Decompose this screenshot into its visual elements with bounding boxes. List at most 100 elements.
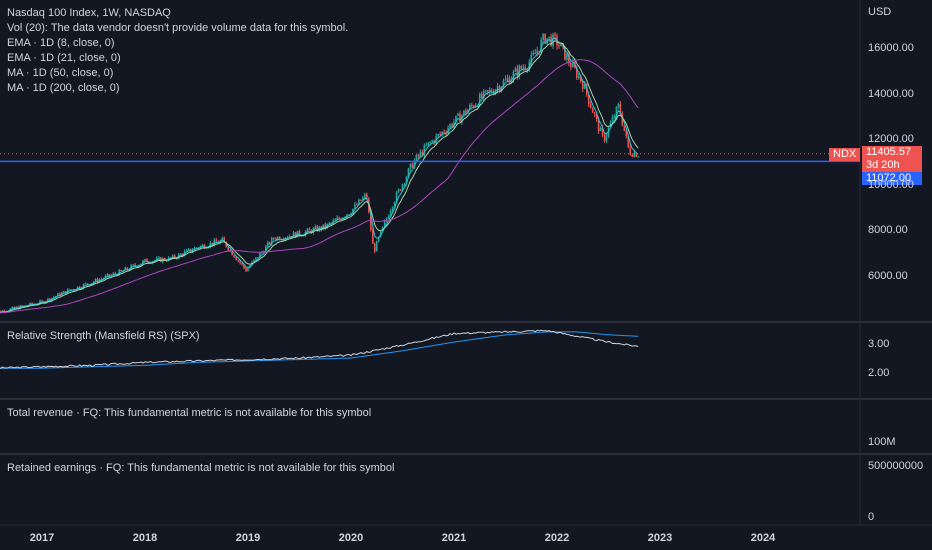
candle-body bbox=[635, 152, 638, 157]
candle-body bbox=[431, 140, 434, 143]
candle-body bbox=[589, 103, 592, 108]
ema21-line bbox=[0, 40, 639, 314]
candle-body bbox=[473, 105, 475, 108]
candle-body bbox=[506, 77, 509, 80]
currency-label: USD bbox=[868, 6, 892, 18]
candle-body bbox=[554, 34, 556, 37]
candle-body bbox=[613, 116, 616, 118]
candle-body bbox=[413, 160, 416, 168]
candle-body bbox=[512, 71, 515, 80]
candle-body bbox=[330, 222, 332, 224]
candle-body bbox=[316, 226, 319, 232]
candle-body bbox=[379, 231, 382, 238]
candle-body bbox=[599, 127, 602, 132]
candle-body bbox=[112, 273, 115, 275]
candle-body bbox=[534, 53, 537, 55]
candle-body bbox=[526, 69, 529, 71]
candle-body bbox=[522, 67, 525, 69]
candle-body bbox=[142, 260, 144, 264]
candle-body bbox=[564, 46, 566, 60]
candle-body bbox=[215, 239, 218, 242]
indicator-ema8[interactable]: EMA · 1D (8, close, 0) bbox=[7, 37, 115, 49]
year-tick-label: 2017 bbox=[29, 532, 55, 544]
candle-body bbox=[504, 79, 507, 81]
candle-body bbox=[401, 184, 404, 191]
indicator-ema21[interactable]: EMA · 1D (21, close, 0) bbox=[7, 52, 121, 64]
candle-body bbox=[389, 210, 392, 217]
candle-body bbox=[486, 90, 489, 92]
candle-body bbox=[55, 296, 57, 298]
candle-body bbox=[21, 305, 23, 307]
candle-body bbox=[96, 278, 99, 282]
candle-body bbox=[336, 217, 338, 220]
candle-body bbox=[435, 135, 437, 143]
candle-body bbox=[243, 264, 245, 268]
candle-body bbox=[465, 110, 467, 114]
indicator-ma200[interactable]: MA · 1D (200, close, 0) bbox=[7, 82, 120, 94]
candle-body bbox=[272, 238, 275, 240]
candle-body bbox=[627, 136, 630, 148]
candle-body bbox=[181, 253, 184, 256]
candle-body bbox=[108, 274, 111, 277]
candle-body bbox=[480, 94, 483, 99]
candle-body bbox=[530, 55, 533, 63]
chart-legend: Nasdaq 100 Index, 1W, NASDAQ Vol (20): T… bbox=[7, 6, 348, 96]
candle-body bbox=[57, 293, 59, 297]
rs-line bbox=[0, 329, 639, 369]
candle-body bbox=[558, 45, 560, 47]
candle-body bbox=[358, 199, 360, 205]
candle-body bbox=[625, 130, 628, 137]
candle-body bbox=[124, 267, 126, 271]
indicator-vol[interactable]: Vol (20): The data vendor doesn't provid… bbox=[7, 22, 349, 34]
revenue-pane-title[interactable]: Total revenue · FQ: This fundamental met… bbox=[7, 407, 372, 419]
candle-body bbox=[629, 147, 632, 155]
candle-body bbox=[189, 248, 192, 252]
candle-body bbox=[267, 242, 269, 247]
candle-body bbox=[615, 106, 618, 117]
candle-body bbox=[146, 258, 148, 263]
year-tick-label: 2021 bbox=[441, 532, 467, 544]
candle-body bbox=[429, 142, 432, 144]
candle-body bbox=[449, 124, 451, 129]
candle-body bbox=[203, 244, 206, 249]
candle-body bbox=[31, 302, 33, 305]
candle-body bbox=[425, 145, 428, 147]
candle-body bbox=[601, 127, 604, 135]
candle-body bbox=[92, 281, 95, 284]
candle-body bbox=[156, 257, 158, 261]
year-tick-label: 2020 bbox=[338, 532, 364, 544]
candle-body bbox=[245, 267, 247, 272]
candle-body bbox=[631, 154, 634, 157]
hline-price-tag[interactable]: 11072.00 bbox=[862, 172, 922, 185]
candle-body bbox=[457, 113, 459, 116]
candle-body bbox=[617, 104, 620, 107]
rs-pane-title[interactable]: Relative Strength (Mansfield RS) (SPX) bbox=[7, 330, 200, 342]
candle-body bbox=[64, 291, 67, 294]
earnings-pane-title[interactable]: Retained earnings · FQ: This fundamental… bbox=[7, 462, 395, 474]
candle-body bbox=[583, 84, 586, 89]
candle-body bbox=[235, 257, 237, 260]
candle-body bbox=[587, 94, 590, 104]
candle-body bbox=[274, 238, 277, 240]
candle-body bbox=[298, 230, 301, 236]
candle-body bbox=[211, 242, 214, 246]
price-tick-label: 8000.00 bbox=[868, 224, 908, 237]
candle-body bbox=[417, 155, 420, 157]
candle-body bbox=[233, 255, 235, 258]
candle-body bbox=[484, 90, 487, 92]
candle-body bbox=[324, 224, 327, 229]
candle-body bbox=[387, 216, 390, 219]
indicator-ma50[interactable]: MA · 1D (50, close, 0) bbox=[7, 67, 114, 79]
candle-body bbox=[469, 105, 471, 110]
candle-body bbox=[314, 226, 317, 229]
candle-body bbox=[41, 300, 43, 302]
candle-body bbox=[516, 68, 519, 77]
candle-body bbox=[619, 104, 622, 115]
candle-body bbox=[385, 218, 388, 222]
candle-body bbox=[53, 296, 55, 298]
candle-body bbox=[524, 67, 527, 70]
candle-body bbox=[488, 90, 491, 92]
year-tick-label: 2018 bbox=[132, 532, 158, 544]
